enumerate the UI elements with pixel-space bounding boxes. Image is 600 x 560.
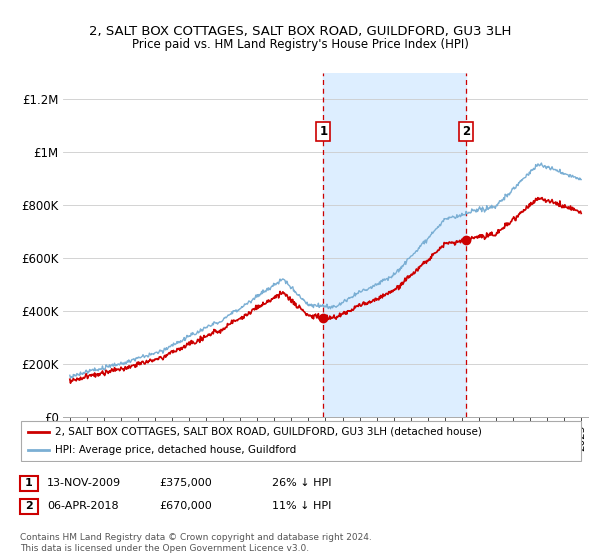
Text: 2, SALT BOX COTTAGES, SALT BOX ROAD, GUILDFORD, GU3 3LH (detached house): 2, SALT BOX COTTAGES, SALT BOX ROAD, GUI… bbox=[55, 427, 482, 437]
Bar bbox=[323, 73, 466, 417]
Text: 1: 1 bbox=[25, 478, 32, 488]
Text: 13-NOV-2009: 13-NOV-2009 bbox=[47, 478, 121, 488]
Text: 26% ↓ HPI: 26% ↓ HPI bbox=[272, 478, 332, 488]
Text: 06-APR-2018: 06-APR-2018 bbox=[47, 501, 119, 511]
Text: 1: 1 bbox=[319, 124, 328, 138]
Text: £670,000: £670,000 bbox=[160, 501, 212, 511]
Text: 2: 2 bbox=[463, 124, 470, 138]
Text: 2: 2 bbox=[25, 501, 32, 511]
Text: £375,000: £375,000 bbox=[160, 478, 212, 488]
Text: Contains HM Land Registry data © Crown copyright and database right 2024.
This d: Contains HM Land Registry data © Crown c… bbox=[20, 533, 372, 553]
FancyBboxPatch shape bbox=[20, 498, 38, 514]
Text: Price paid vs. HM Land Registry's House Price Index (HPI): Price paid vs. HM Land Registry's House … bbox=[131, 38, 469, 50]
Text: 11% ↓ HPI: 11% ↓ HPI bbox=[272, 501, 332, 511]
FancyBboxPatch shape bbox=[21, 421, 581, 461]
Text: 2, SALT BOX COTTAGES, SALT BOX ROAD, GUILDFORD, GU3 3LH: 2, SALT BOX COTTAGES, SALT BOX ROAD, GUI… bbox=[89, 25, 511, 38]
Text: HPI: Average price, detached house, Guildford: HPI: Average price, detached house, Guil… bbox=[55, 445, 296, 455]
FancyBboxPatch shape bbox=[20, 475, 38, 491]
